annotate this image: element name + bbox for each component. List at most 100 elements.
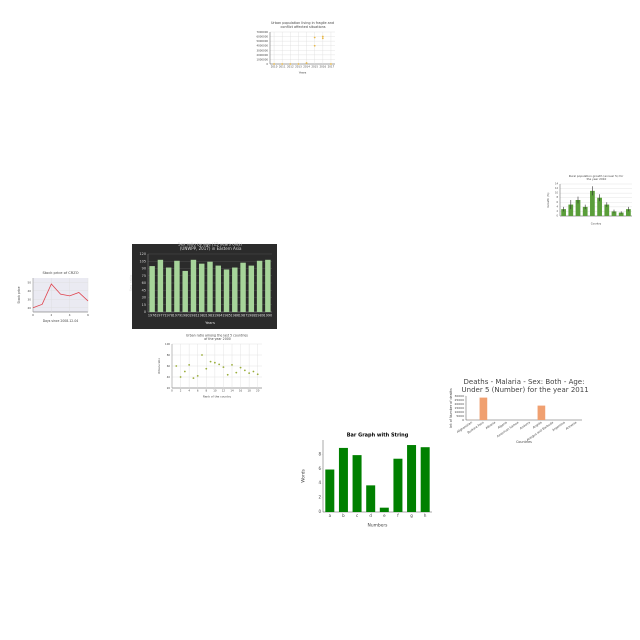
y-axis-label: Sex ratio — [129, 274, 133, 291]
x-tick-label: 1979 — [173, 313, 182, 317]
chart-title: Rural population growth (annual %) for t… — [569, 174, 624, 181]
x-tick-label: 1989 — [255, 313, 264, 317]
y-tick-label: 40 — [167, 375, 171, 379]
y-tick-label: 40 — [27, 289, 31, 293]
y-tick-label: 2000000 — [256, 53, 268, 57]
y-tick-label: 25000 — [454, 398, 464, 402]
y-tick-label: 90 — [142, 267, 146, 271]
point — [273, 63, 275, 65]
x-tick-label: 1985 — [222, 313, 231, 317]
y-tick-label: 60 — [167, 364, 171, 368]
x-tick-label: f — [397, 513, 399, 518]
x-tick-label: 4 — [188, 389, 190, 393]
point — [192, 377, 195, 379]
bar — [618, 212, 624, 216]
x-axis-label: Country — [591, 222, 602, 226]
x-tick-label: 2014 — [303, 65, 310, 69]
bar — [568, 204, 574, 216]
y-tick-label: 0 — [266, 62, 268, 66]
chart-title: Sex ratio by age (15 years olds) (UNWPP,… — [178, 241, 242, 251]
y-tick-label: 20000 — [454, 402, 464, 406]
x-tick-label: Albania — [485, 420, 497, 430]
y-tick-label: 10000 — [454, 410, 464, 414]
bar — [223, 269, 230, 312]
y-tick-label: 12 — [555, 187, 559, 190]
bar — [174, 260, 180, 312]
chart-title: Urban population living in fragile and c… — [271, 21, 334, 29]
point — [175, 365, 178, 367]
x-tick-label: 1986 — [230, 313, 239, 317]
point — [218, 363, 221, 366]
point — [235, 371, 238, 374]
point — [281, 63, 284, 65]
point — [252, 370, 255, 373]
bar — [420, 447, 430, 512]
chart-title: Deaths - Malaria - Sex: Both - Age: Unde… — [459, 378, 588, 394]
x-tick-label: b — [342, 513, 345, 518]
point — [313, 44, 316, 47]
y-tick-label: 0 — [462, 418, 464, 422]
y-tick-label: 4000000 — [256, 44, 268, 48]
x-tick-label: Andorra — [519, 420, 531, 430]
bar — [265, 259, 271, 312]
point — [179, 376, 182, 378]
y-tick-label: 15000 — [454, 406, 464, 410]
y-tick-label: 15 — [142, 303, 146, 307]
bar — [407, 445, 417, 512]
point — [188, 364, 191, 366]
x-tick-label: 2012 — [287, 65, 294, 69]
y-tick-label: 4 — [556, 205, 558, 208]
x-tick-label: 1981 — [189, 313, 198, 317]
x-tick-label: d — [369, 513, 372, 518]
x-axis-label: Years — [299, 70, 307, 74]
bar — [582, 206, 588, 216]
y-tick-label: 30 — [27, 297, 31, 301]
y-tick-label: 5000 — [456, 414, 464, 418]
point — [243, 369, 246, 372]
point — [305, 62, 308, 64]
x-tick-label: 2011 — [279, 65, 286, 69]
bar — [325, 469, 335, 512]
x-tick-label: 2010 — [271, 65, 278, 69]
y-axis-label: Urban ratio — [157, 358, 161, 374]
y-tick-label: 6 — [318, 466, 321, 471]
chart-title: Stock price of CRZO — [42, 271, 78, 275]
y-tick-label: 0 — [318, 509, 321, 514]
y-tick-label: 75 — [142, 274, 146, 278]
y-tick-label: 3000000 — [256, 48, 268, 52]
x-tick-label: 1988 — [247, 313, 256, 317]
x-tick-label: Argentina — [551, 420, 565, 432]
bar — [575, 200, 581, 216]
point — [313, 36, 316, 39]
y-tick-label: 80 — [167, 353, 171, 357]
bar — [561, 209, 566, 216]
y-tick-label: 1000000 — [256, 57, 268, 61]
x-tick-label: 0 — [171, 389, 173, 393]
point — [183, 370, 186, 373]
x-tick-label: 6 — [87, 313, 89, 317]
point — [222, 366, 225, 368]
y-tick-label: 5000000 — [256, 39, 268, 43]
bar — [352, 455, 362, 512]
point — [226, 373, 229, 376]
point — [213, 361, 216, 364]
x-tick-label: 1980 — [181, 313, 190, 317]
point — [297, 63, 300, 65]
point — [196, 375, 199, 377]
x-tick-label: 0 — [32, 313, 34, 317]
y-tick-label: 60 — [142, 281, 146, 285]
point — [248, 372, 251, 375]
bar — [479, 397, 488, 420]
bar — [215, 265, 221, 312]
line — [32, 283, 89, 309]
x-tick-label: c — [356, 513, 358, 518]
point — [231, 364, 233, 366]
y-tick-label: 6000000 — [256, 35, 268, 39]
plot-background — [33, 278, 88, 312]
point — [256, 373, 259, 376]
x-tick-label: 10 — [213, 389, 217, 393]
x-tick-label: 8 — [205, 389, 207, 393]
bar — [604, 204, 610, 216]
x-tick-label: a — [329, 513, 332, 518]
